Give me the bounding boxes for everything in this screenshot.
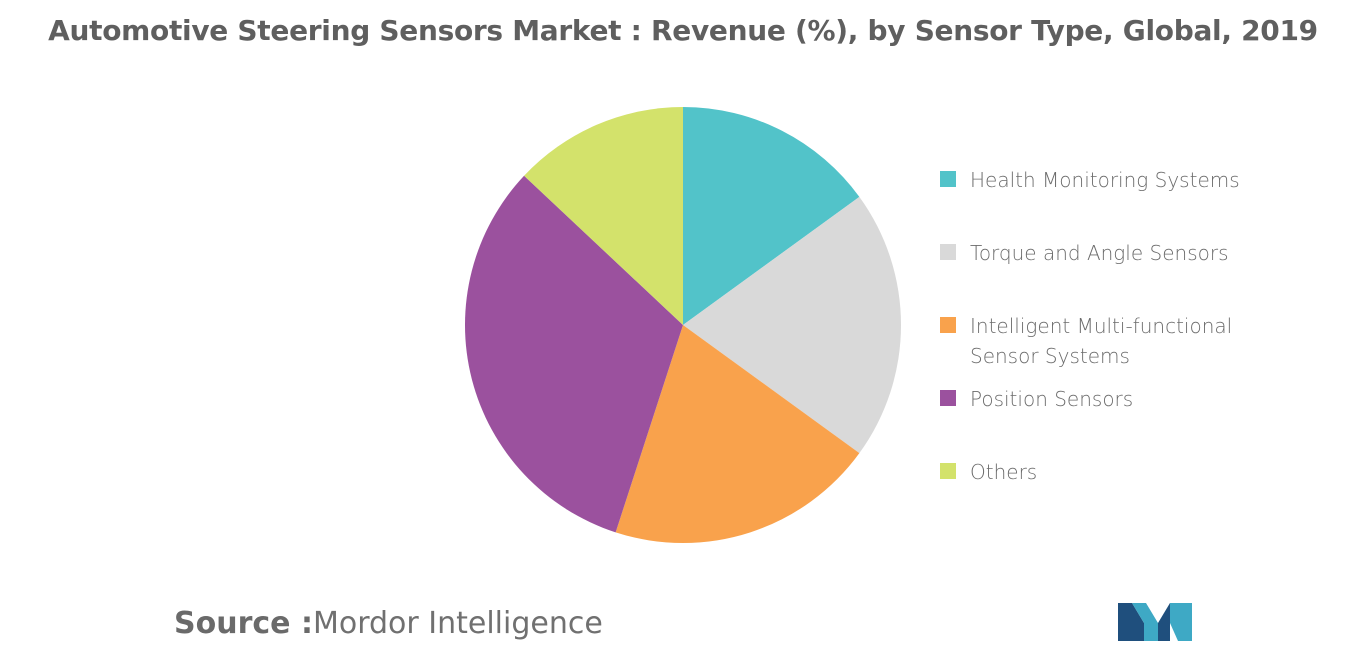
source-credit: Source :Mordor Intelligence (174, 606, 603, 641)
legend-swatch-others (940, 463, 956, 479)
pie-slice-others (524, 107, 683, 325)
logo-shape-3 (1158, 603, 1170, 641)
logo-shape-2 (1132, 603, 1158, 641)
source-label: Source : (174, 606, 313, 641)
chart-title: Automotive Steering Sensors Market : Rev… (48, 14, 1318, 47)
mordor-intelligence-logo-icon (1118, 603, 1192, 641)
legend-item-others: Others (940, 457, 1270, 487)
legend-label-intelligent-multifunctional: Intelligent Multi-functional Sensor Syst… (970, 311, 1270, 371)
legend-label-line-2: Sensor Systems (970, 344, 1130, 368)
legend-item-torque-angle: Torque and Angle Sensors (940, 238, 1270, 268)
legend-swatch-torque-angle (940, 244, 956, 260)
pie-slice-health-monitoring (683, 107, 860, 325)
logo-shape-1 (1118, 603, 1144, 641)
pie-slice-position (464, 175, 683, 533)
source-name: Mordor Intelligence (312, 606, 603, 641)
legend-label-position: Position Sensors (970, 387, 1134, 411)
legend-swatch-health-monitoring (940, 171, 956, 187)
legend-item-intelligent-multifunctional: Intelligent Multi-functional Sensor Syst… (940, 311, 1270, 371)
pie-slice-intelligent-multifunctional (615, 325, 860, 544)
legend-item-health-monitoring: Health Monitoring Systems (940, 165, 1270, 195)
legend-label-health-monitoring: Health Monitoring Systems (970, 168, 1240, 192)
legend-item-position: Position Sensors (940, 384, 1270, 414)
legend-label-torque-angle: Torque and Angle Sensors (970, 241, 1229, 265)
legend-label-line-1: Intelligent Multi-functional (970, 314, 1233, 338)
logo-shape-4 (1170, 603, 1192, 641)
pie-slice-torque-angle (683, 196, 902, 454)
legend-swatch-position (940, 390, 956, 406)
legend-label-others: Others (970, 460, 1038, 484)
legend-swatch-intelligent-multifunctional (940, 317, 956, 333)
